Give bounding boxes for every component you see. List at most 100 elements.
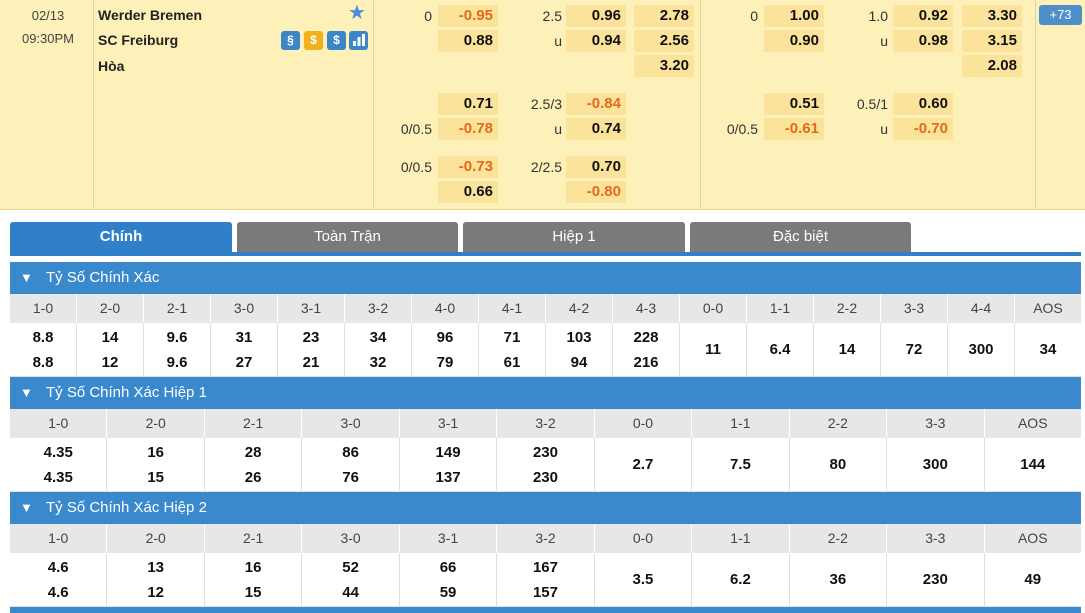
section-header[interactable]: ▼ Tỷ Số Chính Xác Hiệp 1: [10, 377, 1081, 409]
ft-alt2-handicap-home[interactable]: -0.73: [438, 156, 498, 178]
odds-value[interactable]: 103: [566, 325, 591, 350]
odds-value[interactable]: 7.5: [730, 452, 751, 477]
odds-value[interactable]: 16: [147, 440, 164, 465]
odds-value[interactable]: 13: [147, 555, 164, 580]
odds-value[interactable]: 137: [436, 465, 461, 490]
odds-cell[interactable]: 66 59: [400, 553, 497, 606]
odds-value[interactable]: 230: [533, 465, 558, 490]
ft-handicap-home[interactable]: -0.95: [438, 5, 498, 27]
coin-icon[interactable]: $: [304, 31, 323, 50]
odds-value[interactable]: 71: [504, 325, 521, 350]
ft-1x2-away[interactable]: 2.56: [634, 30, 694, 52]
odds-value[interactable]: 28: [245, 440, 262, 465]
odds-value[interactable]: 149: [436, 440, 461, 465]
odds-value[interactable]: 32: [370, 350, 387, 375]
ft-alt1-handicap-away[interactable]: -0.78: [438, 118, 498, 140]
odds-cell[interactable]: 14: [814, 323, 881, 376]
odds-cell[interactable]: 4.35 4.35: [10, 438, 107, 491]
odds-cell[interactable]: 52 44: [302, 553, 399, 606]
odds-value[interactable]: 8.8: [33, 325, 54, 350]
odds-value[interactable]: 4.6: [48, 555, 69, 580]
odds-value[interactable]: 16: [245, 555, 262, 580]
odds-value[interactable]: 2.7: [633, 452, 654, 477]
odds-value[interactable]: 94: [571, 350, 588, 375]
odds-value[interactable]: 49: [1024, 567, 1041, 592]
h1-alt1-handicap-home[interactable]: 0.51: [764, 93, 824, 115]
odds-value[interactable]: 9.6: [167, 350, 188, 375]
odds-value[interactable]: 4.6: [48, 580, 69, 605]
h1-alt1-handicap-away[interactable]: -0.61: [764, 118, 824, 140]
odds-cell[interactable]: 103 94: [546, 323, 613, 376]
odds-cell[interactable]: 96 79: [412, 323, 479, 376]
odds-value[interactable]: 157: [533, 580, 558, 605]
h1-1x2-home[interactable]: 3.30: [962, 5, 1022, 27]
h1-alt1-over-odds[interactable]: 0.60: [893, 93, 953, 115]
odds-cell[interactable]: 2.7: [595, 438, 692, 491]
tab-hiep-1[interactable]: Hiệp 1: [463, 222, 685, 252]
odds-cell[interactable]: 8.8 8.8: [10, 323, 77, 376]
odds-cell[interactable]: 23 21: [278, 323, 345, 376]
h1-1x2-draw[interactable]: 2.08: [962, 55, 1022, 77]
odds-cell[interactable]: 13 12: [107, 553, 204, 606]
odds-cell[interactable]: 86 76: [302, 438, 399, 491]
ft-over-odds[interactable]: 0.96: [566, 5, 626, 27]
odds-value[interactable]: 76: [342, 465, 359, 490]
odds-value[interactable]: 9.6: [167, 325, 188, 350]
odds-value[interactable]: 26: [245, 465, 262, 490]
chevron-down-icon[interactable]: ▼: [20, 262, 34, 294]
chevron-down-icon[interactable]: ▼: [20, 377, 34, 409]
away-team[interactable]: SC Freiburg: [98, 32, 178, 48]
odds-value[interactable]: 144: [1020, 452, 1045, 477]
odds-value[interactable]: 66: [440, 555, 457, 580]
ft-alt1-over-odds[interactable]: -0.84: [566, 93, 626, 115]
odds-value[interactable]: 59: [440, 580, 457, 605]
h1-handicap-away[interactable]: 0.90: [764, 30, 824, 52]
odds-cell[interactable]: 228 216: [613, 323, 680, 376]
odds-value[interactable]: 34: [370, 325, 387, 350]
odds-value[interactable]: 31: [236, 325, 253, 350]
ft-handicap-away[interactable]: 0.88: [438, 30, 498, 52]
odds-value[interactable]: 61: [504, 350, 521, 375]
h1-1x2-away[interactable]: 3.15: [962, 30, 1022, 52]
odds-cell[interactable]: 34 32: [345, 323, 412, 376]
odds-cell[interactable]: 6.2: [692, 553, 789, 606]
odds-value[interactable]: 72: [906, 337, 923, 362]
odds-value[interactable]: 3.5: [633, 567, 654, 592]
ft-alt2-over-odds[interactable]: 0.70: [566, 156, 626, 178]
odds-value[interactable]: 300: [923, 452, 948, 477]
ft-1x2-draw[interactable]: 3.20: [634, 55, 694, 77]
odds-cell[interactable]: 14 12: [77, 323, 144, 376]
tab-toan-tran[interactable]: Toàn Trận: [237, 222, 458, 252]
home-team[interactable]: Werder Bremen: [98, 7, 202, 23]
odds-cell[interactable]: 300: [887, 438, 984, 491]
tab-dac-biet[interactable]: Đặc biệt: [690, 222, 911, 252]
odds-value[interactable]: 6.4: [770, 337, 791, 362]
more-markets-badge[interactable]: +73: [1039, 5, 1082, 25]
odds-value[interactable]: 23: [303, 325, 320, 350]
odds-value[interactable]: 6.2: [730, 567, 751, 592]
odds-value[interactable]: 44: [342, 580, 359, 605]
odds-value[interactable]: 228: [633, 325, 658, 350]
favorite-star-icon[interactable]: ★: [348, 3, 366, 23]
h1-over-odds[interactable]: 0.92: [893, 5, 953, 27]
odds-cell[interactable]: 9.6 9.6: [144, 323, 211, 376]
ft-alt1-under-odds[interactable]: 0.74: [566, 118, 626, 140]
odds-value[interactable]: 14: [102, 325, 119, 350]
odds-value[interactable]: 86: [342, 440, 359, 465]
ft-1x2-home[interactable]: 2.78: [634, 5, 694, 27]
odds-value[interactable]: 230: [923, 567, 948, 592]
odds-cell[interactable]: 31 27: [211, 323, 278, 376]
scroll-icon[interactable]: §: [281, 31, 300, 50]
odds-value[interactable]: 230: [533, 440, 558, 465]
odds-value[interactable]: 52: [342, 555, 359, 580]
odds-value[interactable]: 12: [147, 580, 164, 605]
odds-cell[interactable]: 6.4: [747, 323, 814, 376]
odds-cell[interactable]: 7.5: [692, 438, 789, 491]
ft-under-odds[interactable]: 0.94: [566, 30, 626, 52]
odds-value[interactable]: 11: [705, 337, 721, 362]
h1-handicap-home[interactable]: 1.00: [764, 5, 824, 27]
odds-value[interactable]: 15: [147, 465, 164, 490]
ft-alt2-under-odds[interactable]: -0.80: [566, 181, 626, 203]
ft-alt2-handicap-away[interactable]: 0.66: [438, 181, 498, 203]
chevron-down-icon[interactable]: ▼: [20, 492, 34, 524]
